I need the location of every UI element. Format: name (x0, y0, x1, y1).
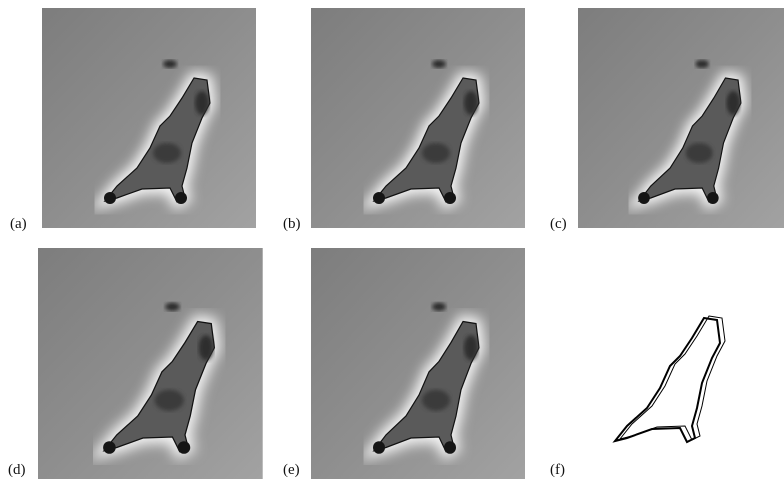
panel-b-image (311, 8, 525, 228)
panel-label: (a) (10, 216, 27, 232)
panel-label: (b) (283, 216, 301, 232)
panel-c-image (578, 8, 784, 228)
panel-a-image (42, 8, 256, 228)
panel-e-image (311, 248, 525, 479)
panel-label: (e) (283, 462, 300, 478)
panel-label: (c) (550, 216, 567, 232)
panel-label: (f) (550, 462, 565, 478)
figure: (a) (b) (c) (d) (e) (f) (0, 0, 784, 483)
panel-f-outline (615, 316, 725, 442)
panel-d-image (38, 248, 263, 479)
panel-label: (d) (8, 462, 26, 478)
